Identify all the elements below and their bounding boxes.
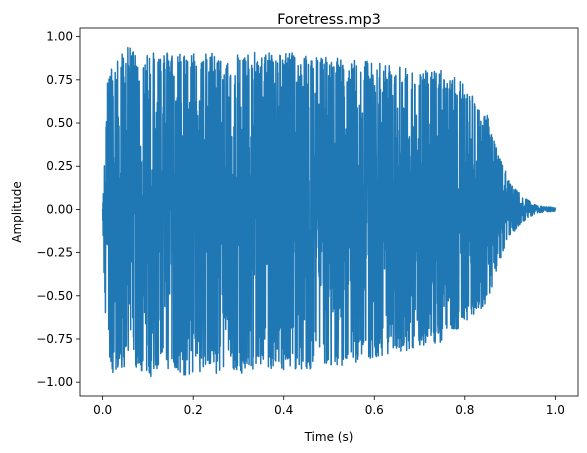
x-tick-label: 0.4 — [274, 403, 293, 417]
x-axis-ticks: 0.0 0.2 0.4 0.6 0.8 1.0 — [93, 396, 565, 417]
y-tick-label: 0.00 — [46, 202, 73, 216]
y-tick-label: 0.75 — [46, 73, 73, 87]
x-tick-label: 0.0 — [93, 403, 112, 417]
axes-frame — [79, 27, 579, 397]
waveform-series — [101, 46, 557, 378]
plot-area — [101, 46, 557, 378]
waveform-line — [101, 46, 557, 378]
y-axis-label: Amplitude — [10, 181, 24, 243]
y-tick-label: −0.75 — [36, 332, 73, 346]
chart-title: Foretress.mp3 — [277, 12, 381, 28]
y-tick-label: 0.50 — [46, 116, 73, 130]
y-tick-label: −0.50 — [36, 289, 73, 303]
x-tick-label: 0.2 — [184, 403, 203, 417]
x-tick-label: 1.0 — [546, 403, 565, 417]
y-axis-ticks: −1.00 −0.75 −0.50 −0.25 0.00 0.25 0.50 0.75 1.00 — [36, 30, 80, 389]
y-tick-label: 0.25 — [46, 159, 73, 173]
x-tick-label: 0.6 — [365, 403, 384, 417]
y-tick-label: −1.00 — [36, 375, 73, 389]
y-tick-label: 1.00 — [46, 30, 73, 44]
y-tick-label: −0.25 — [36, 246, 73, 260]
x-axis-label: Time (s) — [304, 430, 354, 444]
x-tick-label: 0.8 — [455, 403, 474, 417]
